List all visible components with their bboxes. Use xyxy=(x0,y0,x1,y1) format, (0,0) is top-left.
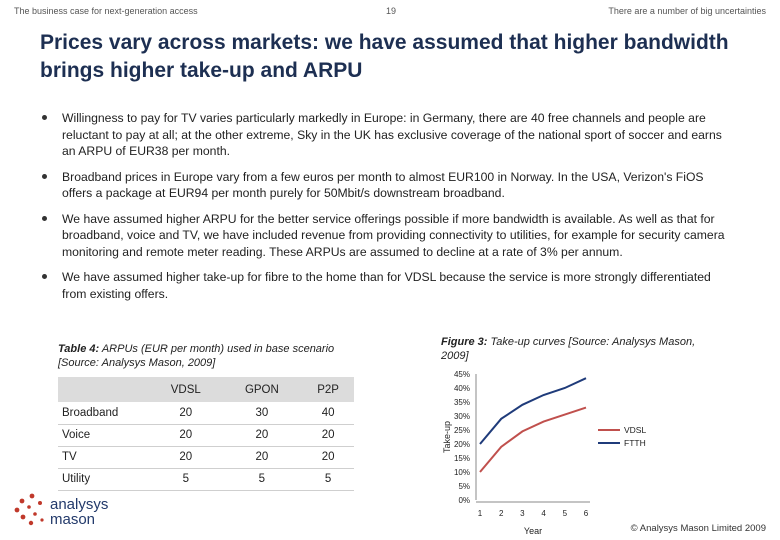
bullet-text: We have assumed higher take-up for fibre… xyxy=(62,270,711,301)
table-cell: 5 xyxy=(221,468,303,491)
table-cell: 20 xyxy=(221,446,303,469)
series-line-ftth xyxy=(479,377,587,445)
table-row: Broadband 20 30 40 xyxy=(58,402,354,425)
bullet-dot-icon xyxy=(42,173,47,179)
table-cell: 20 xyxy=(302,446,354,469)
page-number: 19 xyxy=(386,6,397,16)
copyright-footer: © Analysys Mason Limited 2009 xyxy=(630,523,766,534)
bullet-item: Willingness to pay for TV varies particu… xyxy=(40,110,730,160)
table-cell: 5 xyxy=(150,468,222,491)
x-tick-label: 3 xyxy=(520,509,525,518)
table-row-label: Voice xyxy=(58,424,150,447)
bullet-dot-icon xyxy=(42,274,47,279)
take-up-chart: 0% 5% 10% 15% 20% 25% 30% 35% 40% 45% 1 2 3 4 5 6 Year Ta… xyxy=(442,370,646,536)
y-tick-label: 20% xyxy=(454,440,470,449)
bullet-text: Broadband prices in Europe vary from a f… xyxy=(62,169,704,201)
header-left: The business case for next-generation ac… xyxy=(14,6,198,16)
table-cell: 5 xyxy=(302,468,354,491)
figure-caption-label: Figure 3: xyxy=(441,336,488,348)
table-cell: 30 xyxy=(221,402,303,425)
y-tick-label: 10% xyxy=(454,468,470,477)
x-tick-label: 1 xyxy=(478,509,483,518)
table-header-cell: P2P xyxy=(302,377,354,402)
x-tick-label: 5 xyxy=(563,509,568,518)
bullet-dot-icon xyxy=(42,115,47,120)
bullet-item: We have assumed higher take-up for fibre… xyxy=(40,269,730,302)
arpu-table: VDSL GPON P2P Broadband 20 30 40 Voice 2… xyxy=(58,377,354,491)
table-row-label: Utility xyxy=(58,468,150,491)
table-cell: 20 xyxy=(221,424,303,447)
y-tick-label: 30% xyxy=(454,412,470,421)
logo-wordmark: analysys mason xyxy=(50,497,108,527)
bullet-text: Willingness to pay for TV varies particu… xyxy=(62,111,722,158)
logo-text-line: mason xyxy=(50,511,96,528)
y-tick-label: 5% xyxy=(458,482,470,491)
table-cell: 20 xyxy=(150,446,222,469)
table-cell: 20 xyxy=(302,424,354,447)
table-header-cell: VDSL xyxy=(150,377,222,402)
table-row-label: Broadband xyxy=(58,402,150,425)
analysys-mason-logo-icon xyxy=(14,493,44,526)
bullet-dot-icon xyxy=(42,215,47,221)
y-tick-label: 45% xyxy=(454,370,470,379)
y-tick-label: 35% xyxy=(454,398,470,407)
x-tick-label: 6 xyxy=(584,509,589,518)
table-header-row: VDSL GPON P2P xyxy=(58,377,354,402)
x-tick-label: 4 xyxy=(541,509,546,518)
table-caption: Table 4: ARPUs (EUR per month) used in b… xyxy=(58,342,368,370)
bullet-item: Broadband prices in Europe vary from a f… xyxy=(40,169,730,202)
table-caption-text: ARPUs (EUR per month) used in base scena… xyxy=(58,343,335,369)
x-axis-label: Year xyxy=(524,526,542,536)
bullet-text: We have assumed higher ARPU for the bett… xyxy=(62,211,725,259)
y-tick-label: 40% xyxy=(454,384,470,393)
table-header-cell xyxy=(58,377,150,402)
y-tick-label: 15% xyxy=(454,454,470,463)
series-line-vdsl xyxy=(479,406,587,473)
bullet-item: We have assumed higher ARPU for the bett… xyxy=(40,211,730,261)
x-tick-label: 2 xyxy=(499,509,504,518)
y-axis-label: Take-up xyxy=(442,421,452,453)
legend-label: VDSL xyxy=(624,425,646,435)
legend-label: FTTH xyxy=(624,438,646,448)
header-right: There are a number of big uncertainties xyxy=(608,6,766,16)
table-caption-label: Table 4: xyxy=(58,343,100,355)
table-row: TV 20 20 20 xyxy=(58,446,354,469)
figure-caption-text: Take-up curves [Source: Analysys Mason, … xyxy=(441,336,696,362)
table-cell: 20 xyxy=(150,402,222,425)
logo-text-line: analysys xyxy=(50,496,109,513)
figure-caption: Figure 3: Take-up curves [Source: Analys… xyxy=(441,335,701,363)
slide-title: Prices vary across markets: we have assu… xyxy=(40,31,729,82)
y-tick-label: 25% xyxy=(454,426,470,435)
table-row-label: TV xyxy=(58,446,150,469)
y-tick-label: 0% xyxy=(458,496,470,505)
bullet-list: Willingness to pay for TV varies particu… xyxy=(40,110,730,311)
table-cell: 20 xyxy=(150,424,222,447)
table-row: Voice 20 20 20 xyxy=(58,424,354,447)
table-row: Utility 5 5 5 xyxy=(58,468,354,491)
table-cell: 40 xyxy=(302,402,354,425)
table-header-cell: GPON xyxy=(221,377,303,402)
